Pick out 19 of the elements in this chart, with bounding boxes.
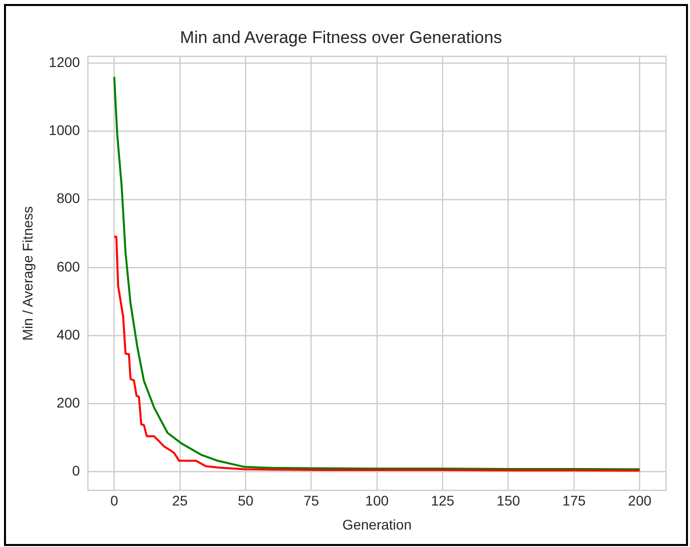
y-tick-label: 800	[56, 190, 80, 206]
x-tick-label: 25	[172, 492, 188, 509]
x-axis-title: Generation	[342, 516, 412, 532]
chart-title: Min and Average Fitness over Generations	[180, 28, 502, 47]
y-tick-label: 1000	[48, 122, 80, 138]
x-tick-label: 100	[365, 492, 389, 509]
y-tick-label: 400	[56, 326, 80, 342]
x-tick-label: 0	[110, 492, 118, 509]
x-tick-label: 50	[238, 492, 254, 509]
y-tick-label: 600	[56, 258, 80, 274]
y-tick-label: 0	[72, 462, 80, 479]
x-tick-label: 175	[562, 492, 586, 509]
y-tick-label: 1200	[48, 54, 80, 70]
x-tick-label: 125	[430, 492, 455, 509]
x-tick-label: 150	[496, 492, 520, 509]
y-axis-title: Min / Average Fitness	[19, 206, 36, 341]
x-tick-label: 200	[628, 492, 652, 509]
x-tick-label: 75	[303, 492, 320, 509]
y-tick-label: 200	[56, 394, 80, 410]
